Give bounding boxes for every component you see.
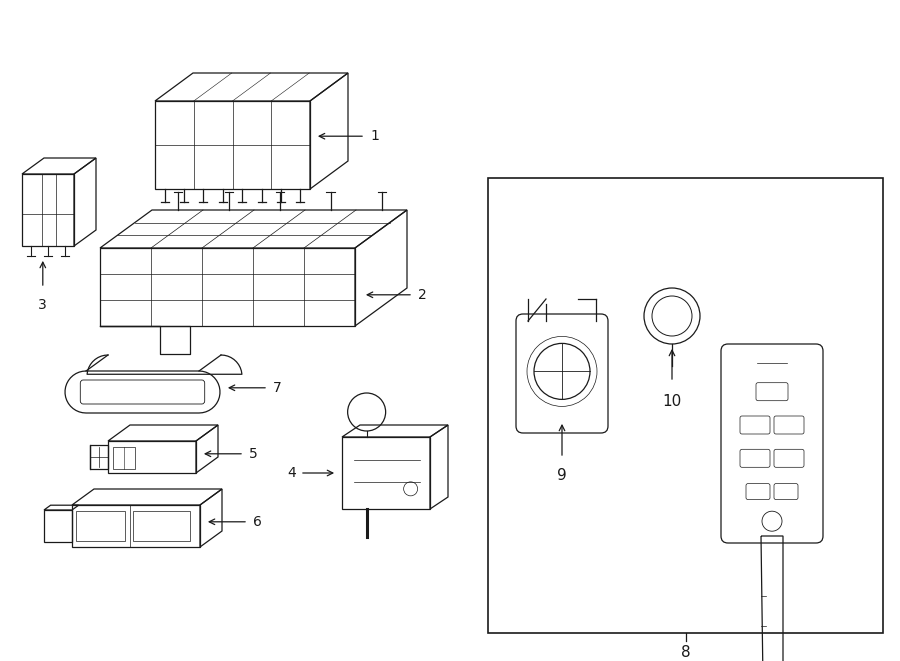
Text: 10: 10 (662, 394, 681, 409)
Bar (133, 511, 190, 541)
Text: 8: 8 (680, 645, 690, 660)
Bar (76, 511, 124, 541)
Text: 4: 4 (287, 466, 296, 480)
Text: 1: 1 (370, 129, 379, 143)
Text: 6: 6 (253, 515, 262, 529)
Text: 3: 3 (39, 298, 47, 312)
Bar (113, 447, 135, 469)
Text: 7: 7 (273, 381, 282, 395)
Text: 5: 5 (249, 447, 257, 461)
Text: 2: 2 (418, 288, 427, 302)
Text: 9: 9 (557, 468, 567, 483)
Bar (488, 178, 883, 633)
